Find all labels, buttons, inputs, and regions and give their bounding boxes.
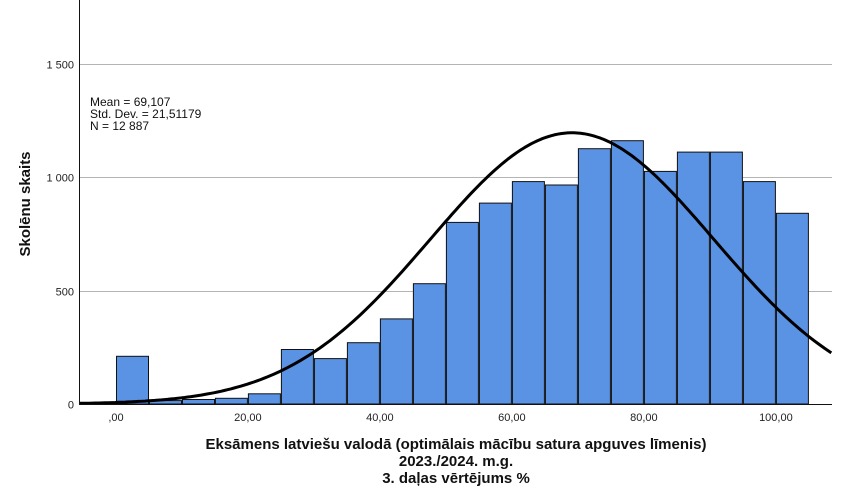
histogram-bar: [511, 181, 545, 405]
histogram-bar: [379, 318, 413, 405]
histogram-bar: [544, 184, 578, 405]
histogram-bar: [116, 355, 149, 405]
y-tick-label: 1 000: [46, 173, 74, 185]
histogram-bar: [182, 399, 215, 405]
y-tick-label: 500: [56, 287, 74, 299]
y-axis-title: Skolēnu skaits: [17, 151, 34, 256]
x-axis-title-line-3: 3. daļas vērtējums %: [382, 470, 530, 487]
stats-n: N = 12 887: [90, 119, 149, 133]
histogram-bar: [478, 202, 512, 405]
axes: [79, 0, 832, 405]
x-axis-title-line-1: Eksāmens latviešu valodā (optimālais māc…: [205, 436, 706, 453]
x-tick-labels: ,00 20,00 40,00 60,00 80,00 100,00: [108, 412, 792, 424]
histogram-bar: [709, 151, 743, 405]
normal-curve: [79, 131, 833, 405]
x-tick-label: 60,00: [498, 412, 526, 424]
x-axis-title: Eksāmens latviešu valodā (optimālais māc…: [205, 436, 706, 487]
histogram-bar: [412, 283, 446, 405]
histogram-bar: [214, 397, 248, 405]
stats-mean: Mean = 69,107: [90, 95, 171, 109]
stats-box: Mean = 69,107 Std. Dev. = 21,51179 N = 1…: [90, 95, 202, 133]
histogram-bar: [445, 221, 479, 405]
y-tick-label: 1 500: [46, 60, 74, 72]
histogram-bar: [775, 212, 809, 405]
normal-curve-group: [79, 131, 833, 405]
x-tick-label: ,00: [108, 412, 123, 424]
histogram-bar: [742, 181, 776, 405]
histogram-bar: [346, 342, 380, 405]
histogram-bar: [313, 358, 347, 405]
x-axis-title-line-2: 2023./2024. m.g.: [399, 453, 513, 470]
histogram-bar: [676, 151, 710, 405]
x-tick-label: 80,00: [630, 412, 658, 424]
y-tick-labels: 0 500 1 000 1 500: [46, 60, 74, 412]
histogram-bars: [116, 140, 809, 405]
x-tick-label: 20,00: [234, 412, 262, 424]
histogram-bar: [577, 148, 611, 405]
stats-std-dev: Std. Dev. = 21,51179: [90, 107, 202, 121]
y-tick-label: 0: [68, 400, 74, 412]
histogram-bar: [610, 140, 644, 405]
histogram-bar: [247, 393, 281, 405]
x-tick-label: 40,00: [366, 412, 394, 424]
histogram-bar: [643, 170, 677, 405]
x-tick-label: 100,00: [759, 412, 793, 424]
histogram-bar: [280, 349, 314, 405]
